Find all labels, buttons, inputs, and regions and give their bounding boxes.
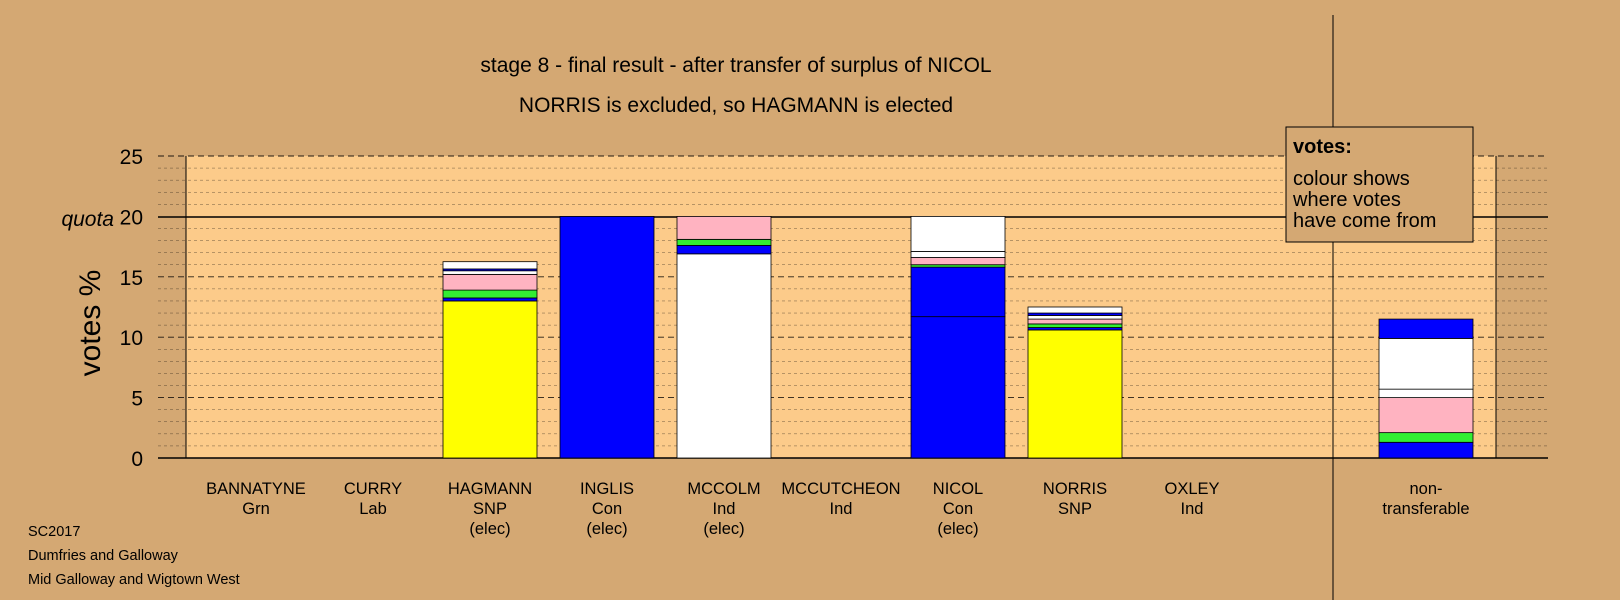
bar-segment bbox=[1027, 323, 1123, 328]
y-tick-labels: 0 5 10 15 20 25 bbox=[120, 146, 143, 471]
bar-segment bbox=[910, 266, 1006, 318]
legend-title: votes: bbox=[1293, 136, 1352, 158]
candidate-name-label: MCCOLM bbox=[687, 480, 760, 498]
bar-segment bbox=[442, 289, 538, 299]
bar-stack-inglis bbox=[559, 215, 655, 459]
candidate-status-label: (elec) bbox=[586, 520, 627, 538]
bar-segment bbox=[442, 273, 538, 291]
bar-segment bbox=[442, 297, 538, 302]
candidate-party-label: SNP bbox=[473, 500, 507, 518]
bar-segment bbox=[1378, 432, 1474, 443]
bar-stack-mccolm bbox=[676, 215, 772, 459]
chart-subtitle: NORRIS is excluded, so HAGMANN is electe… bbox=[519, 94, 953, 117]
candidate-party-label: transferable bbox=[1382, 500, 1469, 518]
x-category-labels: BANNATYNE Grn CURRY Lab HAGMANN SNP (elec) INGL… bbox=[206, 480, 1469, 538]
bars-layer bbox=[442, 215, 1474, 459]
candidate-party-label: Con bbox=[592, 500, 622, 518]
candidate-status-label: (elec) bbox=[469, 520, 510, 538]
candidate-party-label: Ind bbox=[830, 500, 853, 518]
bar-stack-nicol bbox=[910, 215, 1006, 459]
bar-stack-hagmann bbox=[442, 261, 538, 459]
candidate-name-label: non- bbox=[1409, 480, 1442, 498]
bar-segment bbox=[1027, 306, 1123, 314]
plot-background bbox=[186, 156, 1496, 458]
bar-segment bbox=[910, 316, 1006, 459]
candidate-name-label: CURRY bbox=[344, 480, 402, 498]
legend-line-3: have come from bbox=[1293, 210, 1436, 232]
candidate-status-label: (elec) bbox=[937, 520, 978, 538]
bar-segment bbox=[559, 215, 655, 459]
candidate-name-label: NICOL bbox=[933, 480, 983, 498]
bar-segment bbox=[1027, 315, 1123, 320]
candidate-party-label: Lab bbox=[359, 500, 387, 518]
candidate-name-label: HAGMANN bbox=[448, 480, 532, 498]
bar-stack-norris bbox=[1027, 306, 1123, 459]
footer-council: Dumfries and Galloway bbox=[28, 548, 179, 564]
bar-segment bbox=[1027, 329, 1123, 459]
chart-title: stage 8 - final result - after transfer … bbox=[480, 54, 991, 77]
candidate-name-label: INGLIS bbox=[580, 480, 634, 498]
legend-line-2: where votes bbox=[1292, 189, 1401, 211]
candidate-party-label: Grn bbox=[242, 500, 270, 518]
major-gridlines bbox=[158, 155, 1548, 399]
quota-label: quota bbox=[61, 208, 114, 231]
bar-segment bbox=[442, 261, 538, 270]
y-tick-label: 10 bbox=[120, 327, 143, 350]
candidate-name-label: OXLEY bbox=[1164, 480, 1219, 498]
bar-segment bbox=[1378, 441, 1474, 459]
y-tick-label: 5 bbox=[131, 388, 143, 411]
bar-segment bbox=[1378, 318, 1474, 339]
bar-stack-non bbox=[1378, 318, 1474, 459]
candidate-name-label: MCCUTCHEON bbox=[781, 480, 900, 498]
bar-segment bbox=[676, 253, 772, 459]
candidate-status-label: (elec) bbox=[703, 520, 744, 538]
bar-segment bbox=[442, 300, 538, 459]
bar-segment bbox=[1378, 397, 1474, 434]
bar-segment bbox=[1378, 338, 1474, 390]
bar-segment bbox=[676, 244, 772, 255]
candidate-name-label: NORRIS bbox=[1043, 480, 1107, 498]
y-tick-label: 0 bbox=[131, 448, 143, 471]
footer-ward: Mid Galloway and Wigtown West bbox=[28, 572, 240, 588]
bar-segment bbox=[910, 215, 1006, 252]
bar-segment bbox=[1027, 318, 1123, 325]
bar-segment bbox=[676, 215, 772, 240]
bar-segment bbox=[910, 251, 1006, 258]
bar-segment bbox=[910, 257, 1006, 266]
y-tick-label: 25 bbox=[120, 146, 143, 169]
candidate-name-label: BANNATYNE bbox=[206, 480, 306, 498]
bar-segment bbox=[676, 238, 772, 246]
bar-segment bbox=[442, 270, 538, 275]
candidate-party-label: Ind bbox=[713, 500, 736, 518]
footer-election: SC2017 bbox=[28, 524, 80, 540]
candidate-party-label: SNP bbox=[1058, 500, 1092, 518]
y-tick-label: 20 bbox=[120, 206, 143, 229]
candidate-party-label: Con bbox=[943, 500, 973, 518]
y-tick-label: 15 bbox=[120, 267, 143, 290]
y-axis-label: votes % bbox=[74, 270, 107, 377]
legend-box: votes: colour shows where votes have com… bbox=[1285, 126, 1474, 243]
bar-segment bbox=[1378, 388, 1474, 399]
candidate-party-label: Ind bbox=[1181, 500, 1204, 518]
legend-line-1: colour shows bbox=[1293, 168, 1410, 190]
